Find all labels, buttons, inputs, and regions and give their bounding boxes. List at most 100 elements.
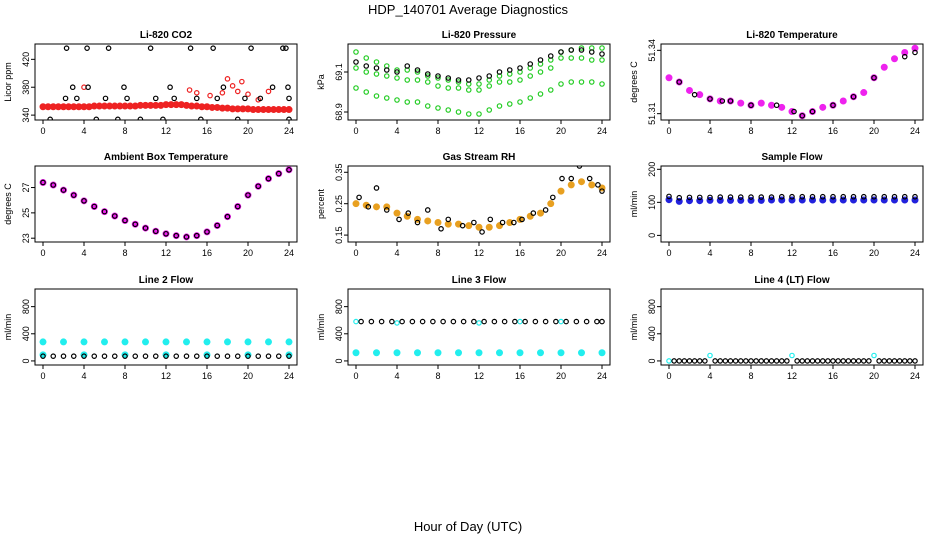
y-tick-label: 800	[334, 299, 344, 314]
data-point	[576, 166, 583, 169]
data-point	[599, 51, 605, 57]
series-3	[47, 45, 292, 120]
x-tick-label: 24	[284, 371, 294, 381]
data-point	[737, 99, 745, 107]
data-point	[568, 47, 575, 53]
data-point	[901, 193, 908, 200]
data-point	[727, 98, 734, 104]
series-2	[356, 166, 605, 235]
data-point	[111, 353, 118, 359]
x-tick-label: 4	[707, 248, 712, 258]
data-point	[588, 49, 595, 55]
data-point	[459, 222, 466, 229]
data-point	[435, 105, 441, 111]
x-tick-label: 8	[748, 248, 753, 258]
x-tick-label: 24	[597, 371, 607, 381]
data-point	[599, 188, 605, 194]
data-point	[506, 67, 513, 73]
data-point	[559, 175, 565, 182]
data-point	[499, 219, 506, 226]
data-point	[434, 219, 442, 227]
x-tick-label: 8	[122, 248, 127, 258]
data-point	[707, 352, 713, 359]
data-point	[435, 75, 441, 81]
data-point	[147, 45, 154, 51]
y-axis-label: Licor ppm	[3, 62, 13, 102]
data-point	[819, 193, 826, 200]
data-point	[219, 90, 226, 96]
data-point	[486, 73, 493, 79]
panel-3: Li-820 Temperature 0 4 8 12 16 20 24 51.31 51.34 d…	[629, 30, 924, 136]
x-tick-label: 8	[435, 248, 440, 258]
data-point	[424, 79, 431, 85]
x-tick-label: 8	[748, 371, 753, 381]
data-point	[207, 92, 213, 99]
data-point	[737, 194, 744, 200]
data-point	[860, 358, 867, 364]
data-point	[558, 55, 564, 61]
data-point	[880, 63, 888, 71]
data-points	[39, 166, 293, 241]
data-point	[599, 81, 605, 87]
data-point	[373, 93, 380, 99]
series-2	[676, 49, 918, 119]
data-point	[487, 216, 494, 223]
data-point	[365, 204, 372, 210]
x-tick-label: 24	[910, 371, 920, 381]
data-point	[481, 318, 487, 325]
data-point	[435, 83, 441, 89]
y-axis-label: degrees C	[629, 61, 639, 103]
data-point	[229, 83, 236, 89]
x-tick-label: 24	[284, 126, 294, 136]
data-point	[594, 318, 600, 325]
data-point	[840, 193, 847, 200]
data-point	[912, 193, 918, 200]
data-point	[530, 210, 537, 216]
x-tick-label: 16	[202, 371, 212, 381]
data-point	[901, 48, 909, 56]
data-point	[91, 203, 98, 210]
data-point	[748, 358, 754, 364]
y-tick-label: 0	[647, 358, 657, 363]
data-point	[193, 95, 200, 102]
data-point	[799, 112, 806, 119]
data-point	[173, 232, 180, 239]
data-point	[132, 353, 139, 359]
data-point	[265, 175, 272, 182]
data-point	[69, 84, 76, 91]
data-point	[763, 358, 770, 364]
x-tick-label: 16	[828, 371, 838, 381]
data-point	[50, 353, 57, 359]
data-point	[363, 55, 370, 61]
data-point	[599, 57, 605, 63]
panel-title: Sample Flow	[761, 152, 822, 163]
data-point	[404, 63, 411, 69]
data-point	[204, 229, 210, 235]
panel-title: Ambient Box Temperature	[104, 152, 229, 163]
data-point	[50, 182, 57, 188]
y-tick-label: 0	[21, 358, 31, 363]
data-point	[563, 318, 569, 325]
data-point	[438, 226, 444, 232]
data-point	[496, 79, 503, 85]
data-point	[527, 61, 534, 67]
data-point	[496, 349, 503, 357]
data-point	[578, 349, 585, 357]
data-point	[210, 45, 216, 51]
x-tick-label: 16	[515, 371, 525, 381]
x-tick-label: 12	[161, 371, 171, 381]
data-point	[496, 69, 503, 75]
data-point	[896, 358, 903, 364]
data-point	[757, 99, 765, 107]
data-point	[809, 358, 816, 364]
series-1	[665, 44, 919, 120]
data-point	[773, 102, 780, 109]
data-point	[768, 194, 775, 200]
data-point	[465, 77, 472, 83]
x-tick-label: 8	[122, 126, 127, 136]
data-point	[193, 90, 200, 96]
data-point	[373, 203, 380, 211]
data-point	[183, 234, 190, 240]
data-point	[567, 181, 575, 189]
data-point	[912, 49, 918, 56]
